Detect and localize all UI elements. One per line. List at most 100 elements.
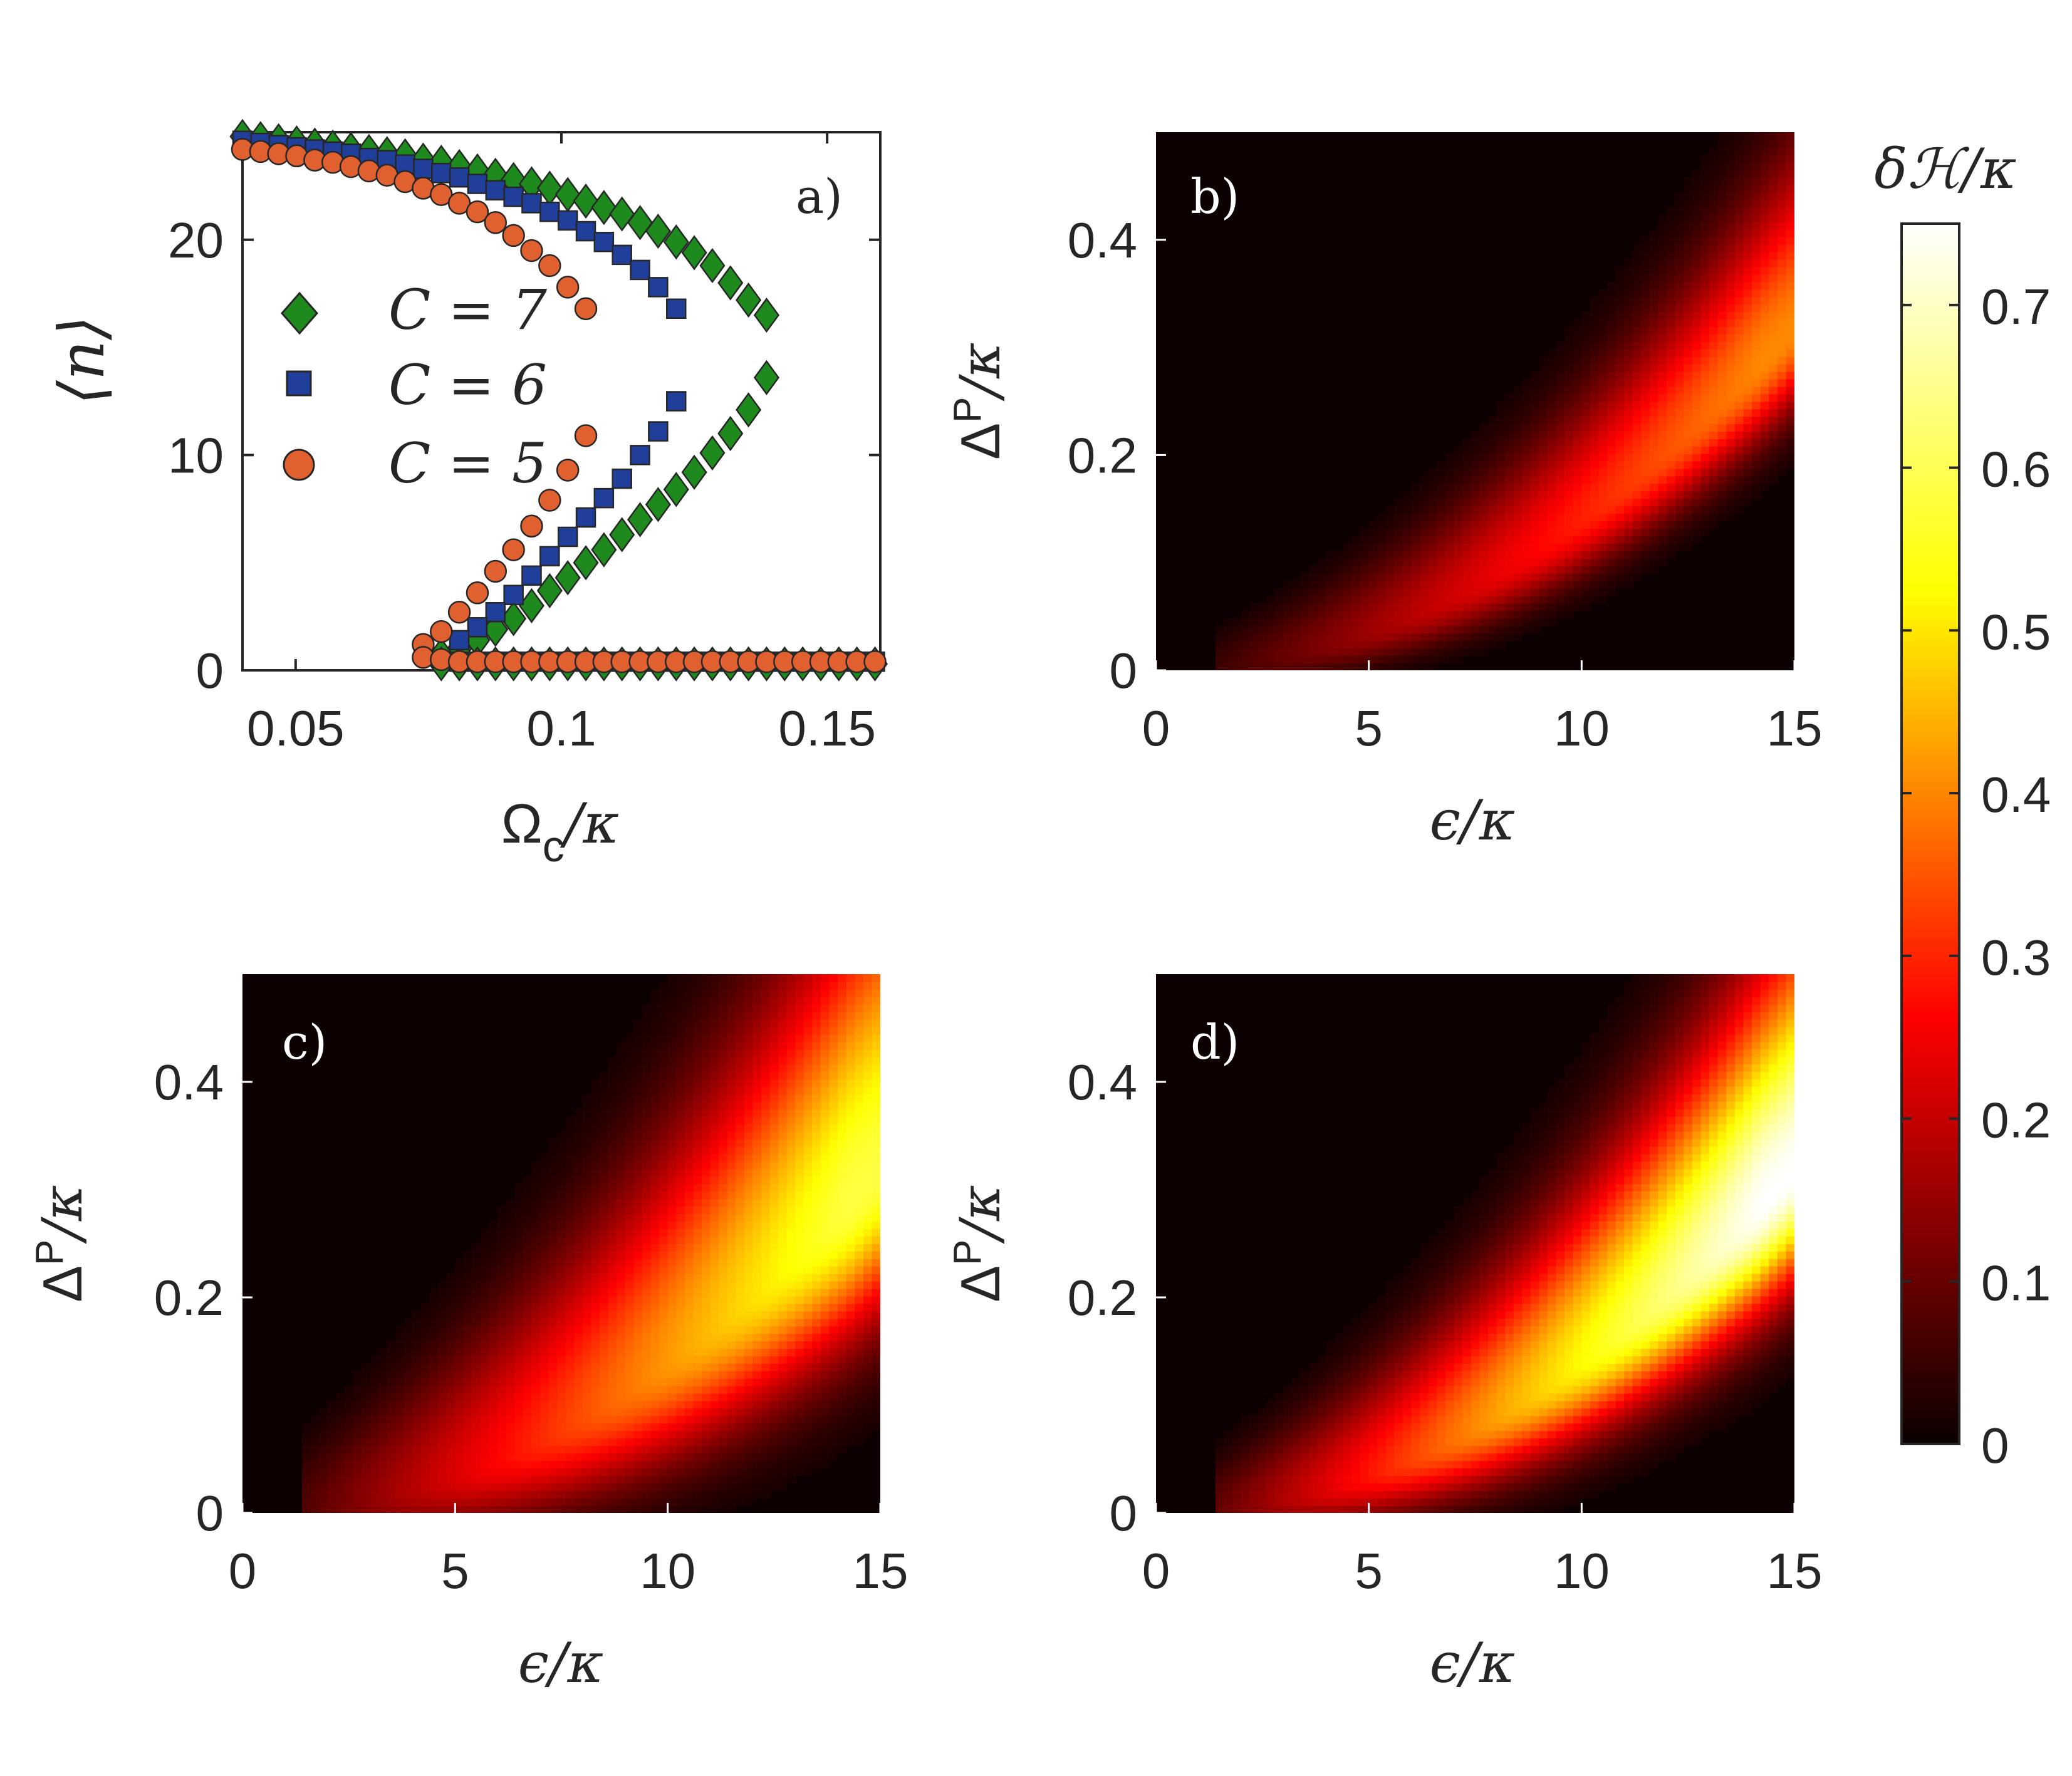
heatmap-cell [1590,558,1600,566]
heatmap-cell [514,1206,524,1215]
heatmap-cell [557,1244,566,1252]
heatmap-cell [769,1228,779,1237]
heatmap-cell [1513,603,1523,611]
heatmap-cell [667,1505,677,1513]
heatmap-cell [531,1213,541,1222]
heatmap-cell [1607,588,1616,596]
heatmap-cell [1786,154,1794,163]
heatmap-cell [684,1146,694,1155]
heatmap-cell [1292,640,1301,649]
heatmap-cell [1734,446,1744,454]
heatmap-cell [472,1408,481,1416]
heatmap-cell [650,1408,660,1416]
heatmap-cell [1760,244,1770,252]
heatmap-cell [769,1049,779,1057]
heatmap-cell [1216,648,1225,656]
heatmap-cell [1530,513,1540,522]
heatmap-cell [736,1385,745,1394]
heatmap-cell [752,1049,762,1057]
data-point-c7 [681,454,707,491]
heatmap-cell [1734,423,1744,432]
heatmap-cell [727,1049,737,1057]
heatmap-cell [719,1460,728,1469]
heatmap-cell [736,1415,745,1424]
heatmap-cell [412,1378,422,1386]
heatmap-cell [769,1236,779,1244]
heatmap-cell [506,1311,516,1319]
heatmap-cell [1292,618,1301,626]
heatmap-cell [1709,513,1719,522]
heatmap-cell [472,1363,481,1371]
heatmap-cell [727,1408,737,1416]
heatmap-cell [472,1244,481,1252]
heatmap-cell [1496,468,1506,477]
heatmap-cell [336,1490,345,1498]
heatmap-cell [650,1505,660,1513]
heatmap-cell [1403,551,1412,559]
data-point-c7 [699,247,726,284]
heatmap-cell [1726,207,1736,216]
heatmap-cell [693,1101,702,1109]
heatmap-cell [1658,296,1667,305]
heatmap-cell [1684,274,1693,283]
heatmap-cell [489,1385,498,1394]
heatmap-cell [1428,640,1438,649]
heatmap-cell [1513,439,1523,447]
heatmap-cell [548,1430,558,1439]
heatmap-cell [1658,229,1667,237]
heatmap-cell [514,1213,524,1222]
heatmap-cell [1318,558,1327,566]
heatmap-cell [719,1221,728,1229]
heatmap-cell [1437,625,1446,634]
heatmap-cell [736,1064,745,1072]
heatmap-cell [1505,439,1514,447]
heatmap-cell [625,1094,635,1102]
heatmap-cell [1590,334,1600,342]
heatmap-cell [582,1438,592,1446]
heatmap-cell [684,1378,694,1386]
heatmap-cell [1607,431,1616,439]
heatmap-cell [633,1385,643,1394]
heatmap-cell [727,1430,737,1439]
heatmap-cell [1385,625,1395,634]
heatmap-cell [395,1393,405,1401]
heatmap-cell [1335,580,1344,589]
heatmap-cell [1249,625,1259,634]
heatmap-cell [1258,648,1268,656]
heatmap-cell [591,1138,600,1147]
heatmap-cell [1539,580,1548,589]
heatmap-cell [1717,423,1727,432]
heatmap-cell [1769,423,1778,432]
heatmap-cell [582,1206,592,1215]
heatmap-cell [1292,603,1301,611]
heatmap-cell [650,1393,660,1401]
heatmap-cell [1513,625,1523,634]
heatmap-cell [1692,386,1702,395]
heatmap-cell [344,1475,354,1484]
heatmap-cell [1360,655,1370,663]
heatmap-cell [1411,625,1420,634]
heatmap-cell [1726,401,1736,410]
heatmap-cell [1598,378,1608,387]
heatmap-cell [1573,528,1583,537]
heatmap-cell [1752,289,1761,298]
heatmap-cell [523,1460,533,1469]
heatmap-cell [1598,386,1608,395]
heatmap-cell [1700,154,1710,163]
heatmap-cell [1428,528,1438,537]
heatmap-cell [1760,341,1770,350]
heatmap-cell [1335,551,1344,559]
heatmap-cell [736,1460,745,1469]
legend-label-c6: C = 6 [388,353,547,417]
heatmap-cell [752,1094,762,1102]
heatmap-cell [1573,558,1583,566]
heatmap-cell [574,1311,583,1319]
heatmap-cell [625,1049,635,1057]
heatmap-cell [574,1153,583,1162]
heatmap-cell [727,1423,737,1431]
heatmap-cell [1700,386,1710,395]
heatmap-cell [1462,633,1472,641]
heatmap-cell [727,1221,737,1229]
heatmap-cell [591,1400,600,1409]
heatmap-cell [582,1356,592,1364]
